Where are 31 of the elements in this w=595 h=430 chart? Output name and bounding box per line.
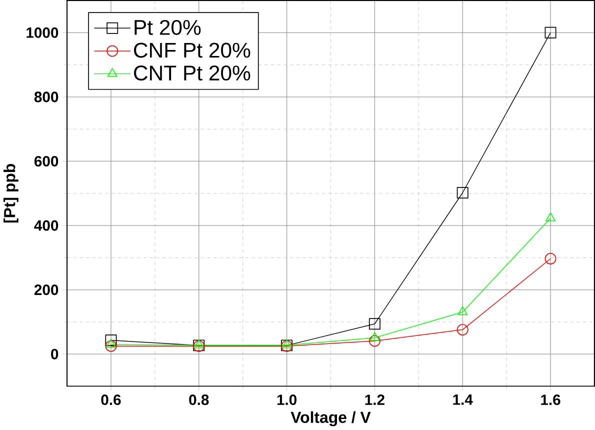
point bbox=[106, 338, 116, 348]
x-tick-label: 1.6 bbox=[541, 394, 560, 406]
y-tick-label: 0 bbox=[51, 348, 58, 360]
legend-label: CNT Pt 20% bbox=[134, 66, 250, 81]
point bbox=[458, 306, 468, 316]
x-tick-label: 0.6 bbox=[101, 394, 121, 406]
x-tick-label: 1.0 bbox=[277, 394, 297, 406]
x-axis-title: Voltage / V bbox=[290, 411, 371, 426]
point bbox=[368, 318, 380, 330]
point bbox=[544, 27, 556, 39]
legend-label: Pt 20% bbox=[134, 20, 201, 36]
point bbox=[105, 334, 117, 346]
x-tick-label: 1.4 bbox=[453, 394, 473, 405]
y-tick-label: 1000 bbox=[26, 28, 58, 38]
y-tick-label: 600 bbox=[34, 156, 58, 167]
point bbox=[456, 187, 468, 199]
y-tick-label: 200 bbox=[34, 284, 58, 296]
point bbox=[194, 340, 204, 348]
y-axis-title: [Pt] ppb bbox=[4, 164, 18, 223]
y-tick-label: 800 bbox=[34, 92, 58, 102]
y-tick-label: 400 bbox=[34, 220, 58, 231]
point bbox=[544, 253, 556, 264]
point bbox=[545, 212, 556, 222]
point bbox=[282, 340, 292, 348]
point bbox=[368, 335, 380, 347]
point bbox=[370, 332, 380, 341]
legend-label: CNF Pt 20% bbox=[134, 42, 250, 58]
point bbox=[105, 340, 117, 352]
point bbox=[456, 324, 468, 336]
x-tick-label: 0.8 bbox=[189, 394, 209, 406]
x-tick-label: 1.2 bbox=[365, 394, 384, 406]
